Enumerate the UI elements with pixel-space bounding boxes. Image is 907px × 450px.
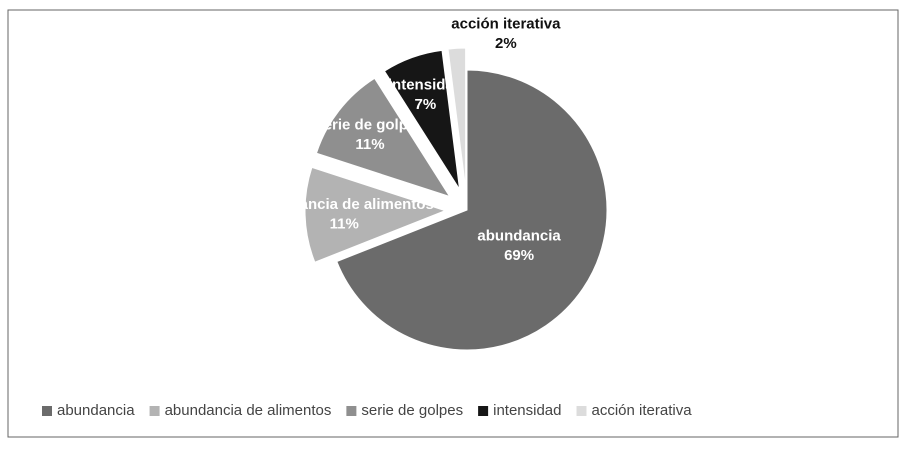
data-label-name: abundancia de alimentos <box>255 196 434 213</box>
data-label: acción iterativa 2% <box>451 15 561 52</box>
pie-slice <box>336 69 608 351</box>
data-label: intensidad 7% <box>388 76 463 113</box>
data-label-name: acción iterativa <box>451 15 561 32</box>
legend-swatch <box>149 406 160 416</box>
legend-label: abundancia de alimentos <box>165 402 332 419</box>
legend-swatch <box>478 406 489 416</box>
legend-swatch <box>576 406 587 416</box>
legend-label: serie de golpes <box>361 402 463 419</box>
data-label-value: 69% <box>504 247 534 264</box>
legend-label: acción iterativa <box>592 402 693 419</box>
data-label: serie de golpes 11% <box>315 117 424 154</box>
pie: abundancia 69%abundancia de alimentos 11%s… <box>255 15 608 351</box>
data-label-name: intensidad <box>388 76 463 93</box>
data-label-value: 11% <box>355 136 384 153</box>
legend-label: abundancia <box>57 402 135 419</box>
legend-swatch <box>42 406 52 416</box>
pie-slice <box>304 166 447 263</box>
data-label-value: 7% <box>415 96 437 113</box>
pie-slice <box>383 49 461 190</box>
data-label: abundancia de alimentos 11% <box>255 196 434 233</box>
data-label-name: serie de golpes <box>315 117 424 134</box>
data-label-name: abundancia <box>477 227 561 244</box>
data-label-value: 2% <box>495 35 517 52</box>
data-label-value: 11% <box>330 215 359 232</box>
pie-slice <box>447 47 467 189</box>
data-label: abundancia 69% <box>477 227 561 264</box>
legend-swatch <box>346 406 357 416</box>
legend-label: intensidad <box>493 402 561 419</box>
legend: abundancia abundancia de alimentos serie d… <box>42 402 692 419</box>
pie-slice <box>315 77 451 198</box>
